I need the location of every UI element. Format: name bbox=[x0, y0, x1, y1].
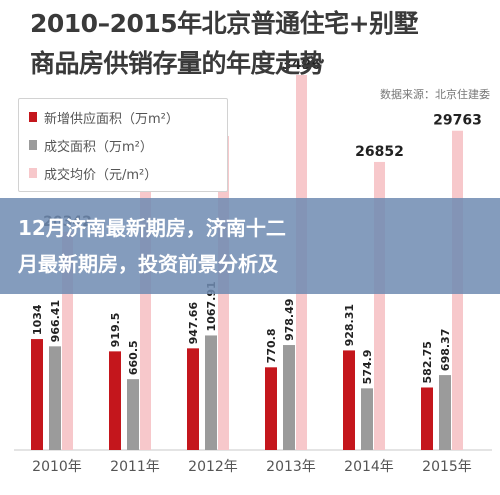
x-tick-label: 2011年 bbox=[110, 459, 160, 475]
data-source: 数据来源：北京住建委 bbox=[380, 88, 490, 101]
data-label-sales: 978.49 bbox=[283, 299, 296, 341]
data-label-supply: 582.75 bbox=[421, 341, 434, 383]
data-label-price: 29763 bbox=[433, 113, 482, 129]
data-label-supply: 947.66 bbox=[187, 302, 200, 345]
bar-supply bbox=[109, 351, 121, 450]
chart-title: 2010–2015年北京普通住宅+别墅 bbox=[30, 9, 419, 38]
data-label-sales: 660.5 bbox=[127, 340, 140, 375]
x-tick-label: 2015年 bbox=[422, 459, 472, 475]
legend-item-price: 成交均价（元/m²） bbox=[29, 161, 157, 185]
x-tick-label: 2012年 bbox=[188, 459, 238, 475]
data-label-price: 3496 bbox=[282, 57, 321, 73]
data-label-supply: 770.8 bbox=[265, 329, 278, 364]
legend-item-sales: 成交面积（万m²） bbox=[29, 133, 153, 157]
headline-line-1: 12月济南最新期房，济南十二 bbox=[18, 216, 286, 240]
headline-overlay bbox=[0, 198, 500, 294]
data-label-supply: 919.5 bbox=[109, 313, 122, 348]
bar-sales bbox=[49, 346, 61, 450]
bar-sales bbox=[205, 335, 217, 450]
chart-legend: 新增供应面积（万m²） 成交面积（万m²） 成交均价（元/m²） bbox=[18, 98, 228, 192]
legend-item-supply: 新增供应面积（万m²） bbox=[29, 105, 179, 129]
data-label-price: 26852 bbox=[355, 144, 404, 160]
legend-swatch-sales bbox=[29, 140, 37, 150]
bar-sales bbox=[127, 379, 139, 450]
bar-supply bbox=[265, 367, 277, 450]
legend-label-sales: 成交面积（万m²） bbox=[44, 139, 153, 155]
bar-sales bbox=[439, 375, 451, 450]
bar-price bbox=[374, 161, 385, 450]
data-label-sales: 966.41 bbox=[49, 300, 62, 342]
data-label-supply: 1034 bbox=[31, 304, 44, 335]
legend-swatch-price bbox=[29, 168, 37, 178]
data-label-supply: 928.31 bbox=[343, 304, 356, 346]
bar-supply bbox=[187, 348, 199, 450]
headline-line-2: 月最新期房，投资前景分析及 bbox=[18, 252, 278, 276]
chart-subtitle: 商品房供销存量的年度走势 bbox=[30, 49, 325, 78]
legend-swatch-supply bbox=[29, 112, 37, 122]
bar-supply bbox=[343, 350, 355, 450]
data-label-sales: 698.37 bbox=[439, 329, 452, 371]
bar-sales bbox=[361, 388, 373, 450]
x-tick-label: 2013年 bbox=[266, 459, 316, 475]
legend-label-supply: 新增供应面积（万m²） bbox=[44, 111, 179, 127]
bar-sales bbox=[283, 345, 295, 450]
data-label-sales: 574.9 bbox=[361, 350, 374, 385]
x-tick-label: 2014年 bbox=[344, 459, 394, 475]
x-tick-label: 2010年 bbox=[32, 459, 82, 475]
bar-price bbox=[62, 231, 73, 450]
bar-supply bbox=[31, 339, 43, 450]
bar-supply bbox=[421, 387, 433, 450]
legend-label-price: 成交均价（元/m²） bbox=[44, 167, 158, 183]
